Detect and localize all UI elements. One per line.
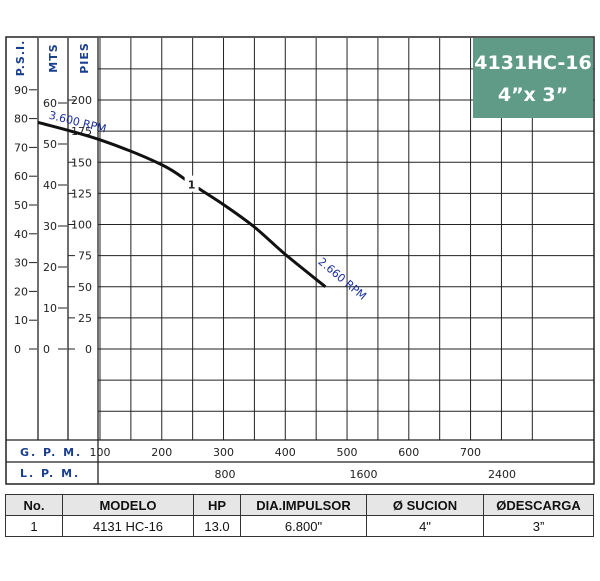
mts-tick-label: 40 [43, 179, 57, 192]
pump-curve-series-1 [37, 120, 327, 288]
header-sucion: Ø SUCION [366, 494, 484, 516]
gpm-tick-label: 300 [213, 446, 234, 459]
pies-axis-label: PIES [78, 42, 91, 74]
gpm-tick-label: 400 [275, 446, 296, 459]
gpm-tick-label: 700 [460, 446, 481, 459]
pies-tick-label: 125 [71, 187, 92, 200]
curve-number-label: 1 [188, 179, 196, 192]
spec-table: No. MODELO HP DIA.IMPULSOR Ø SUCION ØDES… [5, 494, 594, 537]
cell-descarga: 3” [483, 515, 594, 537]
pies-tick-label: 25 [78, 312, 92, 325]
mts-tick-label: 20 [43, 261, 57, 274]
mts-tick-label: 50 [43, 138, 57, 151]
cell-dia-impulsor: 6.800" [240, 515, 367, 537]
chart-grid [98, 38, 594, 440]
psi-tick-label: 80 [14, 113, 28, 126]
pump-curve-chart: P.S.I. MTS PIES908070605040302010060504030… [5, 36, 595, 485]
psi-tick-label: 0 [14, 343, 21, 356]
mts-tick-label: 30 [43, 220, 57, 233]
cell-sucion: 4" [366, 515, 484, 537]
psi-tick-label: 70 [14, 141, 28, 154]
pies-tick-label: 100 [71, 219, 92, 232]
header-no: No. [5, 494, 63, 516]
gpm-axis-label: G. P. M. [20, 446, 82, 459]
pies-tick-label: 75 [78, 250, 92, 263]
pies-tick-label: 150 [71, 156, 92, 169]
header-descarga: ØDESCARGA [483, 494, 594, 516]
gpm-tick-label: 600 [398, 446, 419, 459]
header-modelo: MODELO [62, 494, 194, 516]
cell-modelo: 4131 HC-16 [62, 515, 194, 537]
header-hp: HP [193, 494, 241, 516]
pies-tick-label: 200 [71, 94, 92, 107]
mts-tick-label: 0 [43, 343, 50, 356]
mts-tick-label: 60 [43, 97, 57, 110]
curve-number-bg [184, 175, 199, 192]
table-row: 1 4131 HC-16 13.0 6.800" 4" 3” [5, 515, 594, 537]
pies-tick-label: 50 [78, 281, 92, 294]
gpm-tick-label: 200 [151, 446, 172, 459]
mts-tick-label: 10 [43, 302, 57, 315]
gpm-tick-label: 500 [337, 446, 358, 459]
model-title: 4131HC-16 [474, 52, 592, 74]
gpm-tick-label: 100 [90, 446, 111, 459]
psi-tick-label: 10 [14, 314, 28, 327]
lpm-tick-label: 2400 [488, 468, 516, 481]
lpm-tick-label: 800 [215, 468, 236, 481]
cell-hp: 13.0 [193, 515, 241, 537]
model-size: 4”x 3” [498, 84, 568, 106]
lpm-axis-label: L. P. M. [20, 467, 80, 480]
psi-tick-label: 60 [14, 170, 28, 183]
lpm-tick-label: 1600 [350, 468, 378, 481]
chart-axes: P.S.I. MTS PIES908070605040302010060504030… [6, 38, 594, 484]
psi-tick-label: 50 [14, 199, 28, 212]
psi-tick-label: 30 [14, 257, 28, 270]
psi-tick-label: 40 [14, 228, 28, 241]
cell-no: 1 [5, 515, 63, 537]
mts-axis-label: MTS [47, 43, 60, 72]
model-box-bg [473, 38, 593, 118]
spec-table-header: No. MODELO HP DIA.IMPULSOR Ø SUCION ØDES… [5, 494, 594, 516]
header-dia-impulsor: DIA.IMPULSOR [240, 494, 367, 516]
psi-tick-label: 90 [14, 84, 28, 97]
pies-tick-label: 0 [85, 343, 92, 356]
model-box: 4131HC-16 4”x 3” [473, 38, 593, 118]
psi-axis-label: P.S.I. [14, 40, 27, 77]
psi-tick-label: 20 [14, 285, 28, 298]
